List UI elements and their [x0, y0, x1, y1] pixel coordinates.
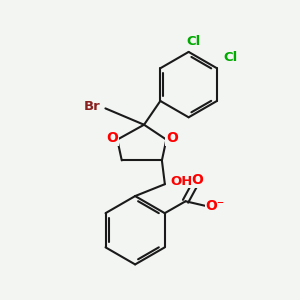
Text: O: O [166, 131, 178, 145]
Text: Br: Br [84, 100, 100, 113]
Text: O: O [106, 131, 118, 145]
Text: Cl: Cl [223, 51, 238, 64]
Text: O: O [191, 173, 203, 188]
Text: OH: OH [170, 175, 192, 188]
Text: Cl: Cl [186, 35, 200, 48]
Text: O⁻: O⁻ [206, 199, 225, 213]
